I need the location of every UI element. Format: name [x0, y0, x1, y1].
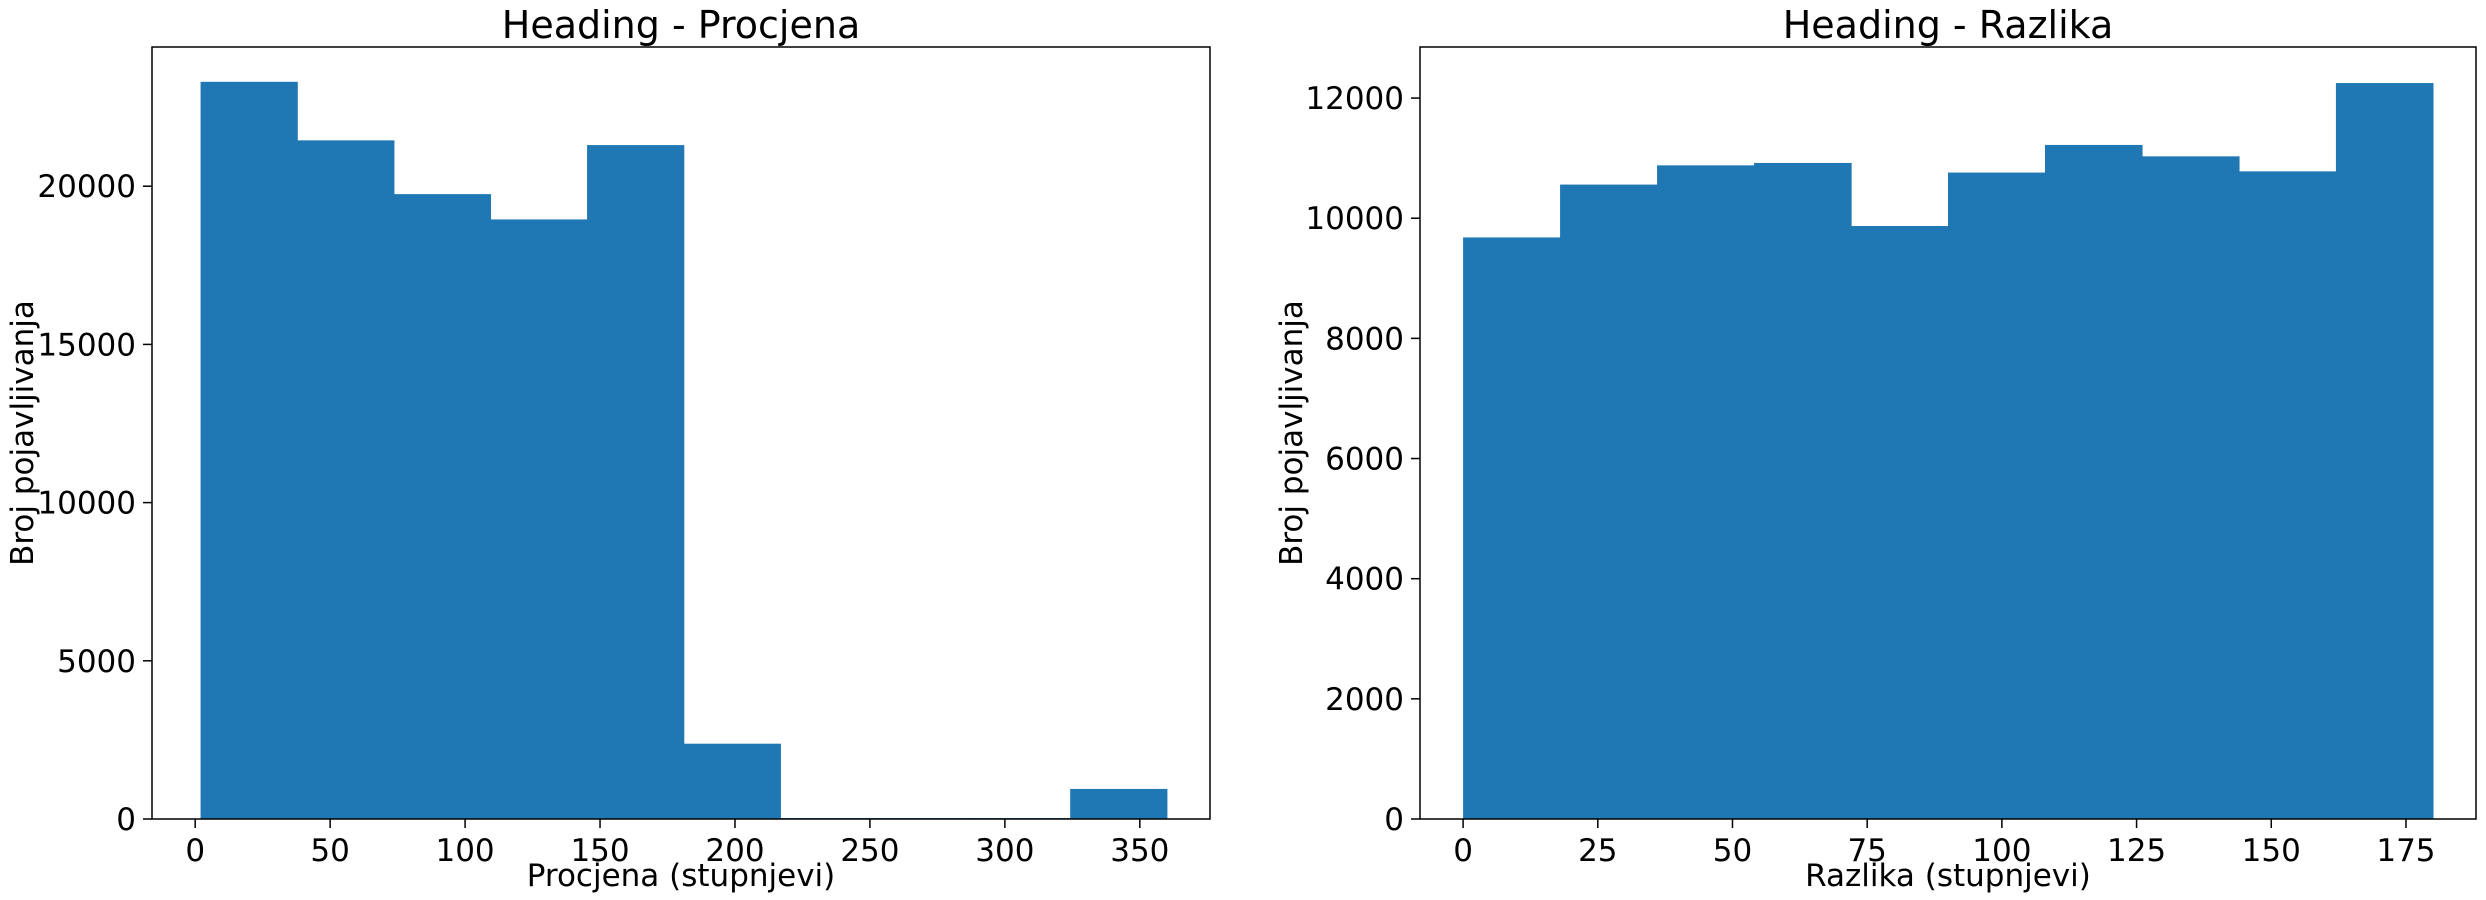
y-tick-label: 6000	[1325, 442, 1404, 478]
bars	[200, 81, 1168, 820]
x-tick-label: 250	[840, 833, 899, 869]
y-tick-label: 5000	[57, 644, 136, 680]
y-tick-label: 12000	[1305, 81, 1404, 117]
x-ticks: 0 25 50 75 100 125 150 175	[1453, 819, 2436, 869]
histogram-bar	[297, 140, 395, 820]
x-tick-label: 75	[1847, 833, 1886, 869]
histogram-bar	[490, 219, 588, 819]
histogram-bar	[683, 743, 781, 819]
x-tick-label: 0	[1453, 833, 1473, 869]
y-ticks: 0 2000 4000 6000 8000 10000 12000	[1305, 81, 1420, 838]
x-tick-label: 150	[570, 833, 629, 869]
y-tick-label: 20000	[37, 169, 136, 205]
x-tick-label: 100	[1972, 833, 2031, 869]
histogram-bar	[1070, 788, 1168, 819]
histogram-bar	[1948, 172, 2046, 819]
bars	[1463, 83, 2434, 820]
x-tick-label: 25	[1578, 833, 1617, 869]
chart-procjena: Heading - Procjena Procjena (stupnjevi) …	[5, 3, 1211, 894]
x-tick-label: 300	[975, 833, 1034, 869]
histogram-bar	[1754, 162, 1852, 819]
histogram-bar	[393, 194, 492, 819]
histogram-bar	[2044, 144, 2143, 819]
x-tick-label: 50	[1713, 833, 1752, 869]
x-tick-label: 100	[435, 833, 494, 869]
y-tick-label: 4000	[1325, 562, 1404, 598]
y-tick-label: 10000	[37, 486, 136, 522]
chart-razlika: Heading - Razlika Razlika (stupnjevi) Br…	[1274, 3, 2477, 894]
histogram-bar	[2141, 156, 2240, 820]
histogram-bar	[1463, 237, 1561, 819]
histogram-bar	[1851, 226, 1949, 819]
x-ticks: 0 50 100 150 200 250 300 350	[185, 819, 1169, 869]
y-axis-label: Broj pojavljivanja	[5, 300, 41, 566]
histogram-bar	[587, 145, 685, 819]
histogram-bar	[1560, 184, 1658, 819]
y-ticks: 0 5000 10000 15000 20000	[37, 169, 152, 838]
x-axis-label: Razlika (stupnjevi)	[1805, 858, 2091, 894]
histogram-bar	[2335, 83, 2434, 820]
plot-frame	[151, 46, 1211, 820]
y-axis-label: Broj pojavljivanja	[1274, 300, 1310, 566]
x-tick-label: 0	[185, 833, 205, 869]
x-tick-label: 150	[2242, 833, 2301, 869]
y-tick-label: 8000	[1325, 321, 1404, 357]
y-tick-label: 10000	[1305, 201, 1404, 237]
histogram-bar	[1657, 165, 1755, 820]
chart-title: Heading - Razlika	[1783, 3, 2114, 47]
x-tick-label: 50	[310, 833, 349, 869]
y-tick-label: 2000	[1325, 682, 1404, 718]
y-tick-label: 15000	[37, 327, 136, 363]
x-axis-label: Procjena (stupnjevi)	[527, 858, 836, 894]
x-tick-label: 200	[705, 833, 764, 869]
y-tick-label: 0	[1384, 802, 1404, 838]
histogram-bar	[200, 81, 298, 820]
y-tick-label: 0	[116, 802, 136, 838]
x-tick-label: 350	[1110, 833, 1169, 869]
x-tick-label: 125	[2107, 833, 2166, 869]
plot-frame	[1419, 46, 2477, 820]
histogram-bar	[2238, 171, 2337, 820]
x-tick-label: 175	[2376, 833, 2435, 869]
chart-title: Heading - Procjena	[502, 3, 860, 47]
